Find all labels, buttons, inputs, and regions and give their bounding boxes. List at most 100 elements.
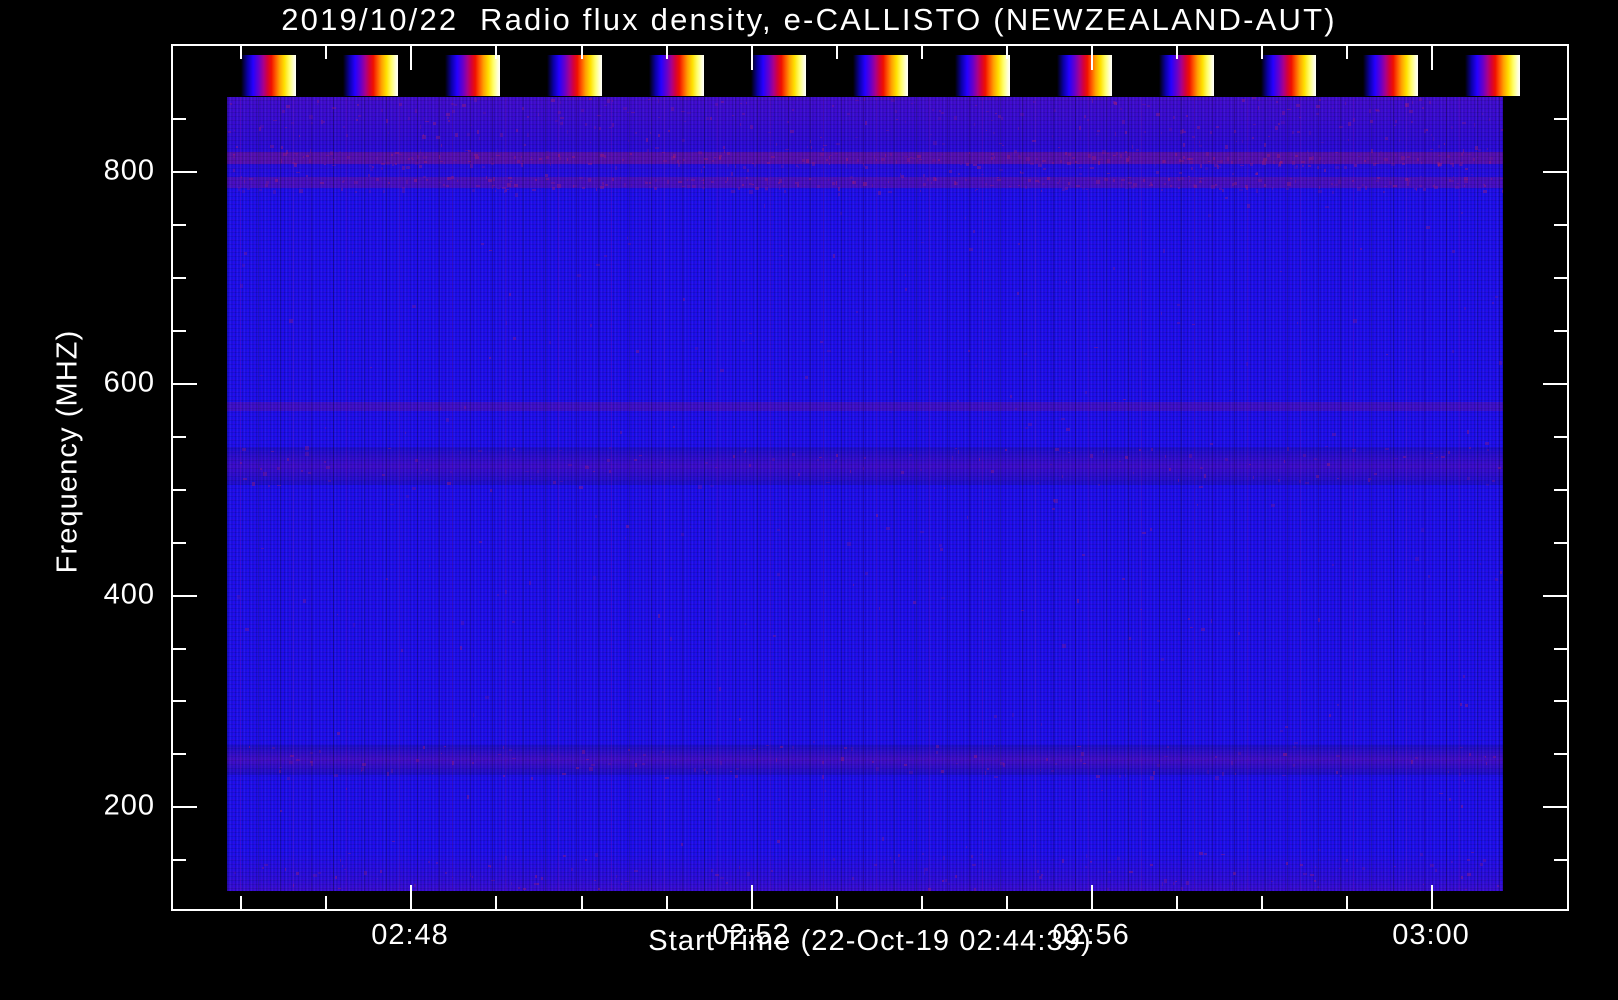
- noise-speckle: [1178, 479, 1179, 482]
- noise-speckle: [730, 771, 732, 772]
- noise-speckle: [995, 113, 997, 114]
- noise-speckle: [429, 565, 430, 567]
- noise-speckle: [296, 154, 297, 156]
- noise-speckle: [667, 180, 669, 184]
- noise-speckle: [372, 166, 374, 168]
- noise-speckle: [819, 457, 822, 458]
- noise-speckle: [631, 112, 635, 113]
- noise-speckle: [1492, 302, 1494, 304]
- y-tick-minor: [171, 648, 186, 650]
- noise-speckle: [1405, 178, 1408, 181]
- noise-speckle: [1463, 675, 1465, 678]
- noise-speckle: [833, 858, 835, 861]
- noise-speckle: [720, 877, 724, 879]
- noise-speckle: [1189, 158, 1193, 160]
- noise-speckle: [955, 182, 958, 185]
- noise-speckle: [704, 158, 708, 160]
- noise-speckle: [639, 455, 642, 456]
- noise-speckle: [609, 470, 611, 473]
- noise-speckle: [649, 182, 651, 184]
- noise-speckle: [1424, 129, 1426, 133]
- noise-speckle: [990, 185, 994, 186]
- noise-speckle: [787, 121, 789, 123]
- noise-speckle: [956, 763, 958, 764]
- noise-speckle: [836, 181, 837, 185]
- noise-speckle: [1222, 189, 1224, 192]
- noise-speckle: [765, 189, 768, 191]
- noise-speckle: [1410, 648, 1411, 652]
- noise-speckle: [987, 768, 989, 770]
- noise-speckle: [452, 110, 455, 113]
- noise-speckle: [328, 480, 331, 482]
- y-tick-label: 400: [103, 578, 155, 611]
- noise-speckle: [1199, 141, 1200, 143]
- noise-speckle: [420, 125, 421, 129]
- noise-speckle: [299, 189, 303, 193]
- noise-speckle: [1471, 852, 1474, 853]
- noise-speckle: [475, 156, 479, 159]
- noise-speckle: [406, 180, 408, 184]
- noise-speckle: [1208, 161, 1210, 162]
- noise-speckle: [1041, 723, 1042, 726]
- noise-speckle: [1215, 776, 1219, 780]
- noise-speckle: [1464, 177, 1468, 180]
- noise-speckle: [1026, 157, 1030, 161]
- noise-speckle: [1395, 154, 1396, 156]
- noise-speckle: [505, 856, 507, 860]
- noise-speckle: [1450, 163, 1452, 165]
- noise-speckle: [1282, 775, 1286, 776]
- noise-speckle: [690, 526, 691, 528]
- rfi-band-150mhz: [227, 152, 1503, 164]
- noise-speckle: [864, 97, 865, 101]
- noise-speckle: [997, 177, 999, 178]
- noise-speckle: [912, 840, 913, 841]
- noise-speckle: [531, 478, 532, 479]
- x-tick-minor: [1006, 44, 1008, 59]
- noise-speckle: [330, 151, 333, 155]
- noise-speckle: [1473, 158, 1475, 161]
- noise-speckle: [1268, 136, 1270, 137]
- noise-speckle: [1384, 158, 1388, 161]
- noise-speckle: [864, 457, 866, 459]
- noise-speckle: [1104, 178, 1108, 181]
- noise-speckle: [306, 155, 309, 157]
- noise-speckle: [1065, 187, 1068, 190]
- noise-speckle: [296, 759, 300, 761]
- noise-speckle: [446, 113, 450, 116]
- noise-speckle: [491, 163, 494, 165]
- noise-speckle: [1035, 180, 1039, 182]
- noise-speckle: [1483, 859, 1486, 862]
- noise-speckle: [1253, 476, 1254, 479]
- noise-speckle: [718, 798, 720, 801]
- noise-speckle: [1312, 156, 1314, 160]
- noise-speckle: [1335, 166, 1339, 169]
- noise-speckle: [999, 143, 1002, 144]
- noise-speckle: [703, 769, 706, 771]
- noise-speckle: [1318, 190, 1322, 193]
- y-tick-minor: [171, 859, 186, 861]
- noise-speckle: [473, 713, 474, 717]
- noise-speckle: [1217, 165, 1219, 169]
- noise-speckle: [1318, 618, 1320, 622]
- noise-speckle: [1225, 197, 1228, 199]
- noise-speckle: [450, 471, 452, 473]
- noise-speckle: [1331, 183, 1333, 185]
- noise-speckle: [503, 775, 505, 777]
- noise-speckle: [310, 752, 313, 754]
- noise-speckle: [600, 186, 604, 189]
- x-tick-major: [1431, 44, 1433, 70]
- noise-speckle: [1201, 181, 1202, 183]
- noise-speckle: [952, 456, 953, 460]
- noise-speckle: [991, 120, 993, 121]
- noise-speckle: [390, 504, 394, 505]
- noise-speckle: [309, 115, 313, 119]
- noise-speckle: [719, 155, 721, 159]
- noise-speckle: [829, 156, 830, 159]
- noise-speckle: [945, 879, 947, 882]
- noise-speckle: [1085, 866, 1087, 868]
- noise-speckle: [694, 768, 696, 772]
- noise-speckle: [1252, 97, 1256, 99]
- noise-speckle: [1028, 179, 1031, 182]
- noise-speckle: [338, 888, 341, 889]
- noise-speckle: [731, 190, 735, 193]
